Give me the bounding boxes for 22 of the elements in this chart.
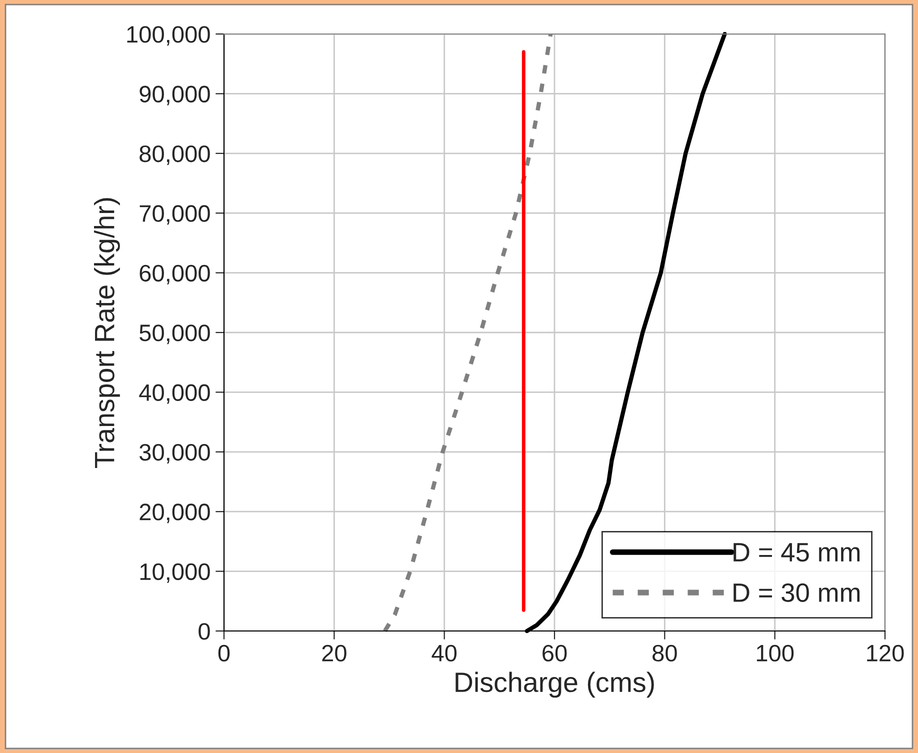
y-tick-label: 80,000 — [140, 145, 210, 165]
x-tick-label: 80 — [652, 644, 677, 662]
y-axis-title: Transport Rate (kg/hr) — [94, 198, 120, 468]
x-tick-label: 120 — [867, 644, 904, 662]
y-tick-label: 90,000 — [140, 86, 210, 106]
legend-label: D = 30 mm — [734, 583, 860, 602]
x-tick-label: 20 — [322, 644, 346, 662]
x-tick-label: 0 — [218, 644, 230, 662]
y-tick-label: 70,000 — [140, 205, 210, 225]
y-tick-label: 60,000 — [140, 264, 210, 284]
y-tick-label: 40,000 — [139, 384, 210, 404]
y-tick-label: 100,000 — [127, 26, 210, 46]
y-tick-label: 0 — [198, 623, 210, 640]
y-tick-label: 50,000 — [140, 324, 210, 344]
x-tick-label: 100 — [756, 644, 794, 662]
x-tick-label: 60 — [542, 644, 567, 662]
y-tick-label: 20,000 — [140, 504, 210, 524]
legend-label: D = 45 mm — [734, 543, 860, 562]
x-axis-title: Discharge (cms) — [456, 672, 654, 698]
x-tick-label: 40 — [432, 644, 457, 662]
y-tick-label: 30,000 — [139, 444, 210, 464]
y-tick-label: 10,000 — [140, 563, 210, 583]
